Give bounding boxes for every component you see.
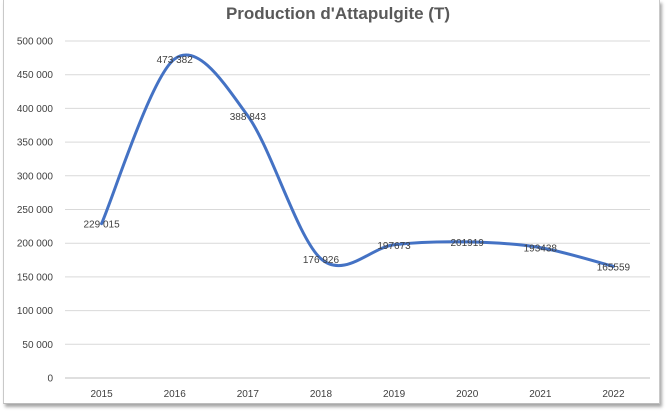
series [100, 53, 615, 268]
data-label: 176 926 [303, 255, 340, 266]
y-tick-label: 200 000 [17, 239, 54, 250]
data-label: 229 015 [83, 220, 120, 231]
data-label: 388 843 [230, 112, 267, 123]
series-line [100, 53, 615, 268]
y-tick-label: 350 000 [17, 138, 54, 149]
y-tick-label: 500 000 [17, 37, 54, 48]
y-tick-label: 300 000 [17, 171, 54, 182]
data-label: 165559 [597, 262, 631, 273]
y-tick-label: 450 000 [17, 70, 54, 81]
y-tick-label: 150 000 [17, 272, 54, 283]
x-tick-label: 2019 [383, 389, 406, 400]
data-label: 197673 [377, 241, 411, 252]
x-tick-label: 2020 [456, 389, 479, 400]
x-tick-label: 2018 [310, 389, 333, 400]
data-labels: 229 015 473 382 388 843 176 926 197673 201919… [83, 55, 630, 273]
y-tick-label: 100 000 [17, 306, 54, 317]
y-tick-label: 0 [47, 374, 53, 385]
gridlines [65, 40, 650, 345]
y-tick-label: 400 000 [17, 104, 54, 115]
y-tick-label: 50 000 [22, 340, 53, 351]
data-label: 193438 [524, 244, 558, 255]
x-axis: 2015 2016 2017 2018 2019 2020 2021 2022 [65, 377, 650, 400]
x-tick-label: 2015 [90, 389, 113, 400]
x-tick-label: 2021 [529, 389, 552, 400]
y-tick-label: 250 000 [17, 205, 54, 216]
x-tick-label: 2017 [237, 389, 260, 400]
chart-container [3, 0, 660, 404]
x-tick-label: 2022 [602, 389, 625, 400]
y-axis: 0 50 000 100 000 150 000 200 000 250 000 300 0… [17, 37, 54, 385]
data-label: 201919 [451, 238, 485, 249]
chart-title: Production d'Attapulgite (T) [226, 4, 450, 23]
data-label: 473 382 [157, 55, 194, 66]
x-tick-label: 2016 [164, 389, 187, 400]
